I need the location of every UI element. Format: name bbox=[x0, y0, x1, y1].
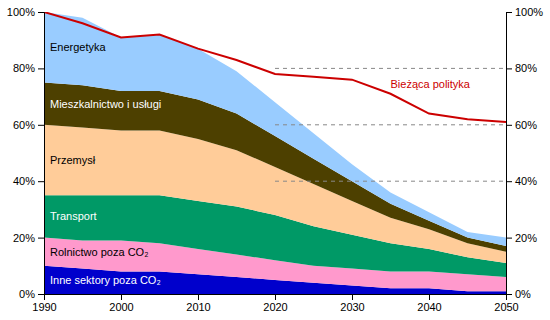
y-axis-tick: 0% bbox=[19, 288, 44, 300]
x-axis-tick-label: 2040 bbox=[417, 301, 441, 313]
y2-axis-tick-label: 0% bbox=[515, 288, 531, 300]
y2-axis-tick-mark bbox=[506, 68, 512, 69]
y2-axis-line bbox=[507, 13, 513, 295]
x-axis: 1990 2000 2010 2020 2030 2040 2050 bbox=[32, 294, 518, 313]
x-axis-tick-label: 2000 bbox=[109, 301, 133, 313]
y-axis-tick-label: 100% bbox=[7, 6, 35, 18]
plot-root: 19902000201020202030204020500%20%40%60%8… bbox=[7, 6, 543, 313]
x-axis-tick-mark bbox=[275, 294, 276, 300]
y2-axis-tick-mark bbox=[506, 294, 512, 295]
x-axis-tick: 2020 bbox=[263, 294, 287, 313]
reference-line bbox=[275, 68, 506, 69]
series-label: Rolnictwo poza CO₂ bbox=[50, 246, 148, 258]
y-axis-tick-label: 20% bbox=[13, 232, 35, 244]
y2-axis-tick-mark bbox=[506, 125, 512, 126]
y2-axis-tick: 40% bbox=[506, 175, 537, 187]
y2-axis-tick: 0% bbox=[506, 288, 531, 300]
y-axis-tick-mark bbox=[38, 238, 44, 239]
x-axis-tick-label: 2020 bbox=[263, 301, 287, 313]
y-axis-tick: 100% bbox=[7, 6, 44, 18]
y2-axis-tick-mark bbox=[506, 12, 512, 13]
y2-axis-tick-label: 60% bbox=[515, 119, 537, 131]
x-axis-tick-label: 1990 bbox=[32, 301, 56, 313]
y-axis-tick-label: 40% bbox=[13, 175, 35, 187]
reference-line bbox=[275, 124, 506, 125]
y-axis-tick: 80% bbox=[13, 62, 44, 74]
y2-axis-tick-label: 100% bbox=[515, 6, 543, 18]
x-axis-tick: 2010 bbox=[186, 294, 210, 313]
series-label: Mieszkalnictwo i usługi bbox=[50, 98, 161, 110]
y2-axis-tick: 100% bbox=[506, 6, 543, 18]
x-axis-tick-label: 2030 bbox=[340, 301, 364, 313]
line bbox=[44, 12, 506, 122]
x-axis-tick-mark bbox=[198, 294, 199, 300]
series-label: Transport bbox=[50, 210, 97, 222]
series-label: Przemysł bbox=[50, 154, 96, 166]
x-axis-tick-mark bbox=[352, 294, 353, 300]
x-axis-tick-mark bbox=[121, 294, 122, 300]
reference-line bbox=[275, 181, 506, 182]
y-axis-tick-mark bbox=[38, 12, 44, 13]
y2-axis-tick-label: 40% bbox=[515, 175, 537, 187]
y-axis: 0% 20% 40% 60% 80% 100% bbox=[7, 6, 45, 300]
labels: Inne sektory poza CO₂ Rolnictwo poza CO₂ T… bbox=[50, 41, 471, 286]
y2-axis-tick-mark bbox=[506, 181, 512, 182]
y2-axis-tick-label: 80% bbox=[515, 62, 537, 74]
y-axis-tick: 40% bbox=[13, 175, 44, 187]
x-axis-tick-label: 2010 bbox=[186, 301, 210, 313]
y-axis-tick-mark bbox=[38, 181, 44, 182]
y2-axis-tick-label: 20% bbox=[515, 232, 537, 244]
y-axis-tick: 60% bbox=[13, 119, 44, 131]
y2-axis-tick: 80% bbox=[506, 62, 537, 74]
chart: 19902000201020202030204020500%20%40%60%8… bbox=[0, 0, 550, 320]
y-axis-line bbox=[38, 13, 45, 295]
x-axis-line bbox=[45, 295, 507, 301]
y2-axis-tick: 20% bbox=[506, 232, 537, 244]
marks bbox=[44, 12, 506, 294]
y-axis-tick-label: 60% bbox=[13, 119, 35, 131]
x-axis-tick: 2040 bbox=[417, 294, 441, 313]
x-axis-tick-label: 2050 bbox=[494, 301, 518, 313]
series-label: Energetyka bbox=[50, 41, 107, 53]
y2-axis: 0% 20% 40% 60% 80% 100% bbox=[506, 6, 543, 300]
x-axis-tick: 2000 bbox=[109, 294, 133, 313]
y-axis-tick-mark bbox=[38, 68, 44, 69]
x-axis-tick-mark bbox=[429, 294, 430, 300]
x-axis-tick: 2030 bbox=[340, 294, 364, 313]
y-axis-tick-mark bbox=[38, 125, 44, 126]
area bbox=[44, 12, 506, 246]
y-axis-tick-label: 80% bbox=[13, 62, 35, 74]
line-label: Bieżąca polityka bbox=[391, 78, 471, 90]
y-axis-tick-label: 0% bbox=[19, 288, 35, 300]
x-axis-tick: 1990 bbox=[32, 294, 56, 313]
y2-axis-tick: 60% bbox=[506, 119, 537, 131]
y-axis-tick: 20% bbox=[13, 232, 44, 244]
y-axis-tick-mark bbox=[38, 294, 44, 295]
series-label: Inne sektory poza CO₂ bbox=[50, 274, 161, 286]
y2-axis-tick-mark bbox=[506, 238, 512, 239]
